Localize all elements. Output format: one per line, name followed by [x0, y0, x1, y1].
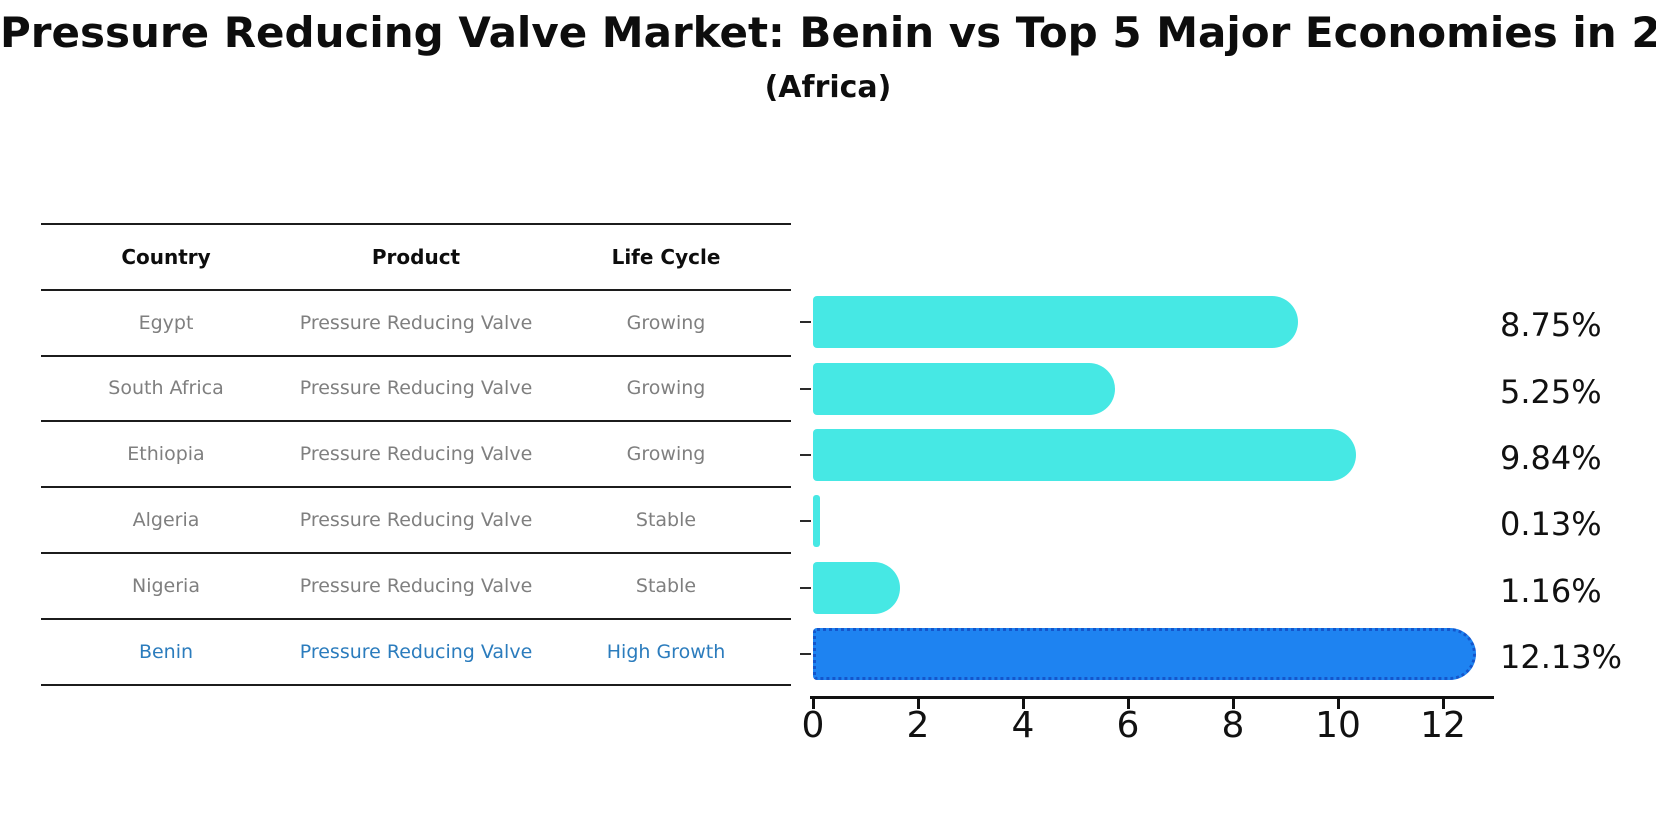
cell-product: Pressure Reducing Valve	[299, 574, 533, 597]
table-row: South Africa Pressure Reducing Valve Growi…	[41, 354, 791, 421]
cell-country: Egypt	[138, 311, 194, 334]
chart-subtitle: (Africa)	[764, 70, 892, 105]
x-axis-tick-mark	[1441, 696, 1445, 709]
x-axis-line	[810, 696, 1494, 699]
bar-value-label: 1.16%	[1500, 571, 1602, 610]
cell-life-cycle: High Growth	[606, 640, 726, 663]
cell-country: Benin	[138, 640, 194, 663]
x-axis-tick-label: 2	[906, 705, 930, 746]
cell-life-cycle: Growing	[626, 443, 706, 466]
bar	[813, 561, 900, 614]
table-row: Ethiopia Pressure Reducing Valve Growing	[41, 420, 791, 486]
cell-country: Algeria	[132, 509, 200, 532]
bar-value-label: 12.13%	[1500, 637, 1623, 676]
x-axis-tick-mark	[811, 696, 815, 709]
y-axis-tick	[800, 652, 811, 655]
table-row: Algeria Pressure Reducing Valve Stable	[41, 486, 791, 552]
y-axis-tick	[800, 520, 811, 523]
cell-life-cycle: Growing	[626, 377, 706, 400]
bar-value-label: 0.13%	[1500, 505, 1602, 544]
y-axis-tick	[800, 321, 811, 324]
table-row: Benin Pressure Reducing Valve High Growth	[41, 617, 791, 686]
column-header: Product	[371, 244, 461, 269]
x-axis-tick-label: 8	[1221, 705, 1245, 746]
cell-country: South Africa	[108, 377, 224, 400]
x-axis-tick-mark	[1336, 696, 1340, 709]
y-axis-tick	[800, 586, 811, 589]
bar-value-label: 9.84%	[1500, 439, 1602, 477]
bar	[813, 495, 820, 548]
x-axis-tick-label: 4	[1011, 705, 1035, 746]
x-axis-tick-label: 0	[801, 705, 825, 746]
column-header: Country	[121, 244, 211, 269]
x-axis-tick-mark	[1021, 696, 1025, 709]
bar	[813, 362, 1115, 415]
cell-product: Pressure Reducing Valve	[299, 640, 533, 663]
cell-life-cycle: Growing	[626, 311, 706, 334]
x-axis-tick-label: 6	[1116, 705, 1140, 746]
chart-title: Pressure Reducing Valve Market: Benin vs…	[0, 8, 1656, 57]
table-row: Nigeria Pressure Reducing Valve Stable	[41, 551, 791, 618]
table-header-row: Country Product Life Cycle	[41, 223, 791, 289]
cell-life-cycle: Stable	[635, 509, 697, 532]
cell-product: Pressure Reducing Valve	[299, 443, 533, 466]
country-table: Country Product Life Cycle Egypt Pressure Re…	[41, 223, 791, 686]
bar-highlight-benin	[813, 627, 1476, 680]
cell-product: Pressure Reducing Valve	[299, 311, 533, 334]
table-row: Egypt Pressure Reducing Valve Growing	[41, 288, 791, 355]
cell-product: Pressure Reducing Valve	[299, 377, 533, 400]
bar	[813, 296, 1299, 349]
cell-country: Ethiopia	[127, 443, 205, 466]
x-axis-tick-mark	[1126, 696, 1130, 709]
x-axis-tick-label: 10	[1315, 705, 1361, 746]
cell-product: Pressure Reducing Valve	[299, 509, 533, 532]
cell-country: Nigeria	[132, 574, 200, 597]
y-axis-tick	[800, 387, 811, 390]
y-axis-tick	[800, 454, 811, 456]
cell-life-cycle: Stable	[635, 574, 697, 597]
x-axis-tick-label: 12	[1420, 705, 1466, 746]
column-header: Life Cycle	[611, 244, 721, 269]
bar-value-label: 5.25%	[1500, 372, 1602, 411]
bar	[813, 429, 1356, 481]
bar-value-label: 8.75%	[1500, 306, 1602, 345]
x-axis-tick-mark	[1231, 696, 1235, 709]
x-axis-tick-mark	[916, 696, 920, 709]
